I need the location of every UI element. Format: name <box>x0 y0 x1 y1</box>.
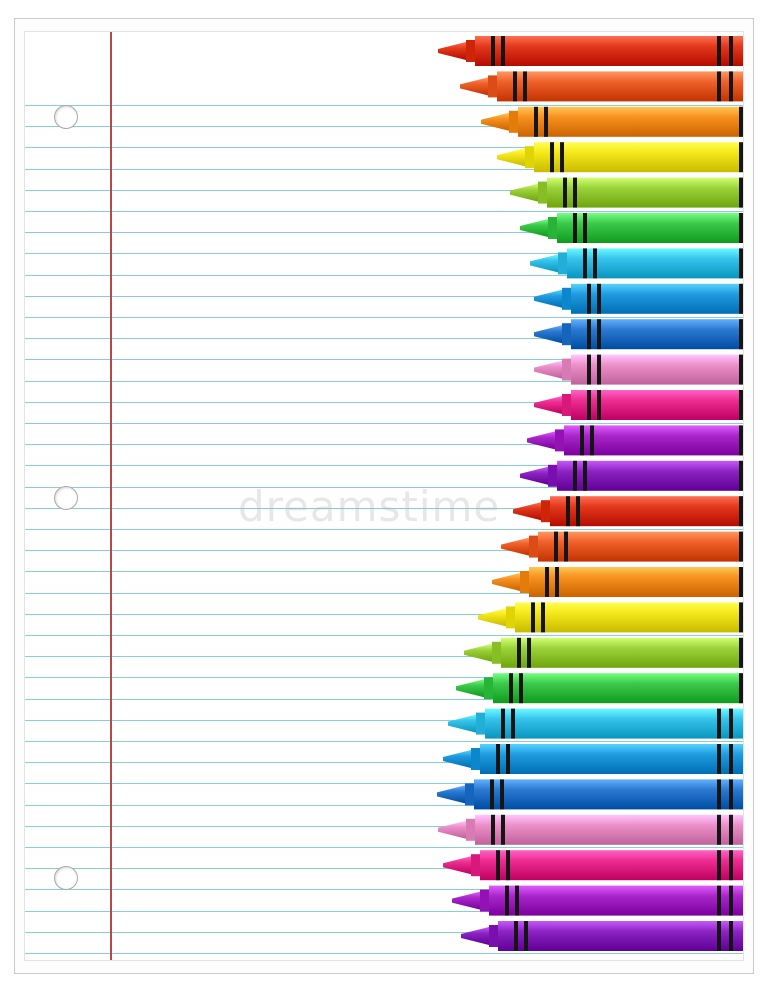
ruled-line <box>25 720 743 721</box>
ruled-line <box>25 932 743 933</box>
ruled-line <box>25 423 743 424</box>
ruled-line <box>25 169 743 170</box>
ruled-line <box>25 508 743 509</box>
punch-hole-top <box>54 105 78 129</box>
ruled-line <box>25 529 743 530</box>
margin-line <box>110 32 112 960</box>
notebook-paper <box>24 31 744 961</box>
ruled-line <box>25 487 743 488</box>
ruled-line <box>25 953 743 954</box>
ruled-line <box>25 805 743 806</box>
punch-hole-middle <box>54 486 78 510</box>
ruled-line <box>25 338 743 339</box>
ruled-line <box>25 847 743 848</box>
ruled-line <box>25 232 743 233</box>
ruled-lines <box>25 32 743 960</box>
ruled-line <box>25 381 743 382</box>
punch-hole-bottom <box>54 866 78 890</box>
ruled-line <box>25 105 743 106</box>
ruled-line <box>25 635 743 636</box>
ruled-line <box>25 911 743 912</box>
ruled-line <box>25 147 743 148</box>
ruled-line <box>25 656 743 657</box>
ruled-line <box>25 826 743 827</box>
ruled-line <box>25 571 743 572</box>
ruled-line <box>25 190 743 191</box>
ruled-line <box>25 550 743 551</box>
ruled-line <box>25 402 743 403</box>
ruled-line <box>25 699 743 700</box>
ruled-line <box>25 444 743 445</box>
ruled-line <box>25 275 743 276</box>
ruled-line <box>25 741 743 742</box>
ruled-line <box>25 889 743 890</box>
ruled-line <box>25 126 743 127</box>
ruled-line <box>25 211 743 212</box>
ruled-line <box>25 359 743 360</box>
ruled-line <box>25 762 743 763</box>
ruled-line <box>25 253 743 254</box>
ruled-line <box>25 677 743 678</box>
ruled-line <box>25 465 743 466</box>
ruled-line <box>25 317 743 318</box>
ruled-line <box>25 868 743 869</box>
ruled-line <box>25 783 743 784</box>
ruled-line <box>25 593 743 594</box>
ruled-line <box>25 614 743 615</box>
ruled-line <box>25 296 743 297</box>
